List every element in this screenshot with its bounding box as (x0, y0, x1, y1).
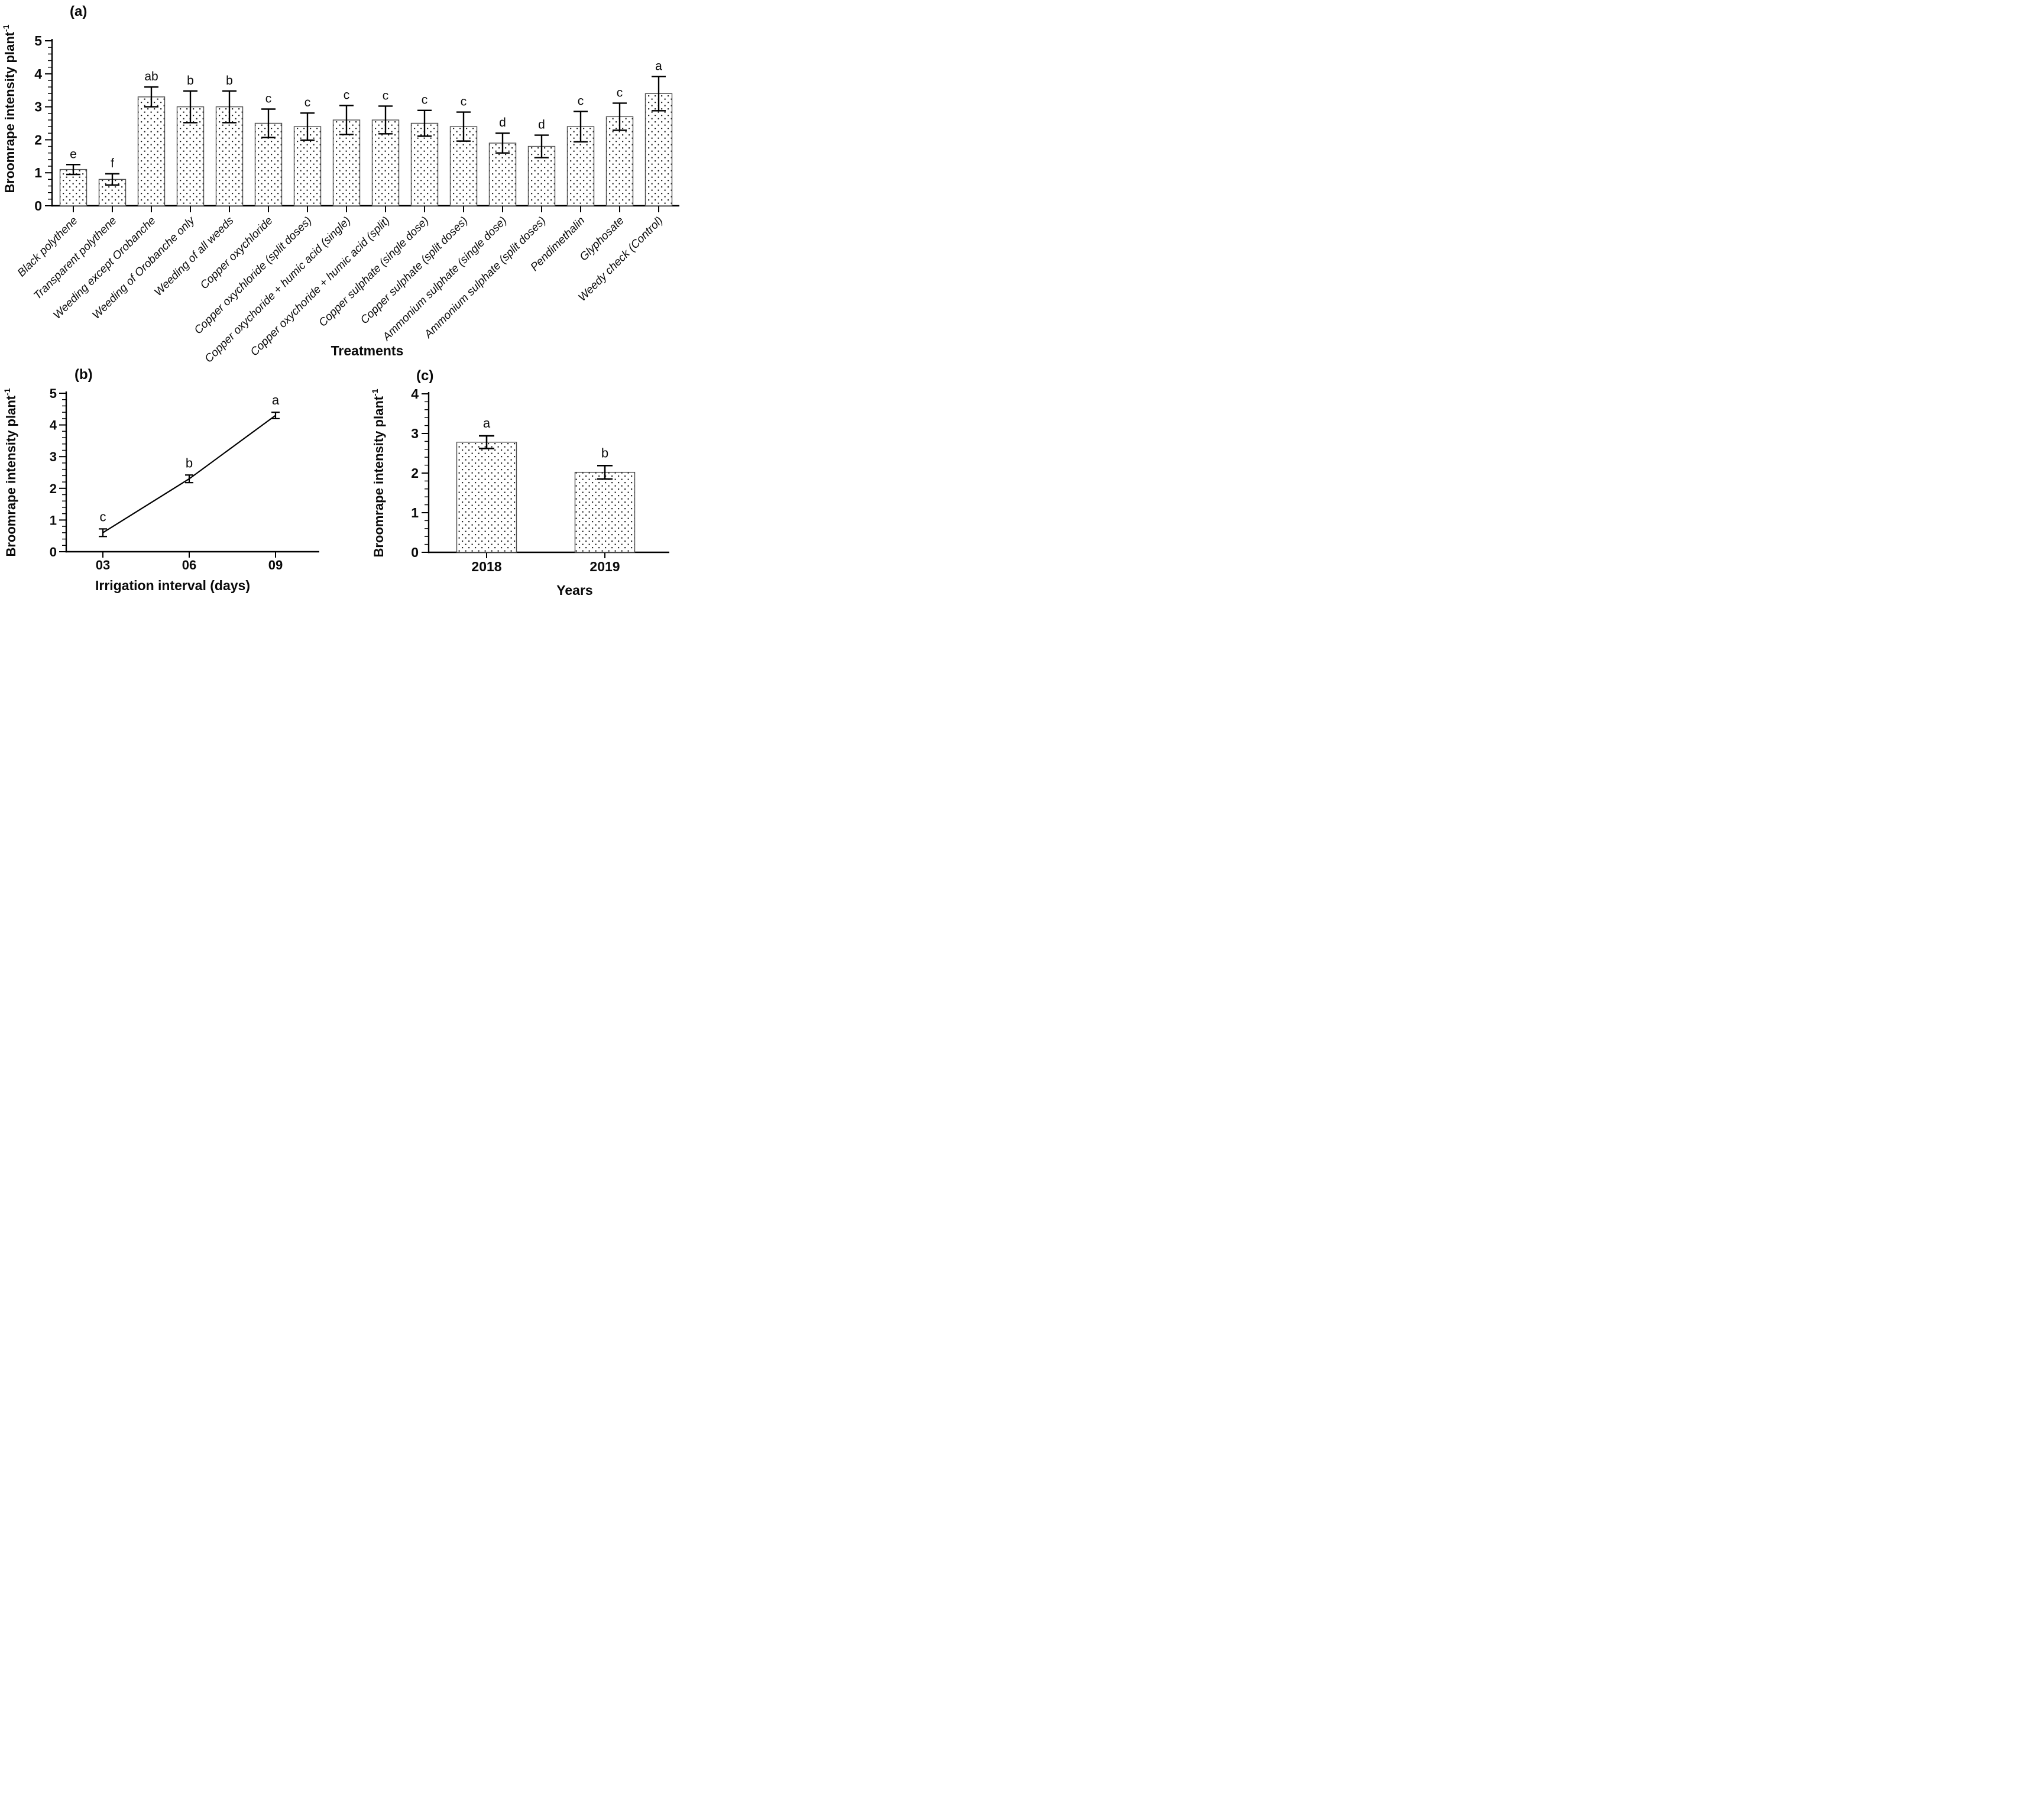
y-axis-title-a: Broomrape intensity plant-1 (1, 24, 17, 193)
category-label: 09 (268, 558, 283, 572)
significance-letter: b (186, 455, 193, 470)
significance-letter: ab (144, 70, 158, 83)
y-tick-label: 1 (34, 165, 42, 180)
y-tick-label: 2 (50, 481, 57, 496)
y-tick-label: 3 (34, 99, 42, 115)
significance-letter: d (499, 116, 506, 130)
significance-letter: c (100, 509, 106, 524)
x-axis-title-a: Treatments (331, 343, 404, 358)
y-tick-label: 1 (50, 513, 57, 527)
significance-letter: f (111, 157, 114, 170)
y-tick-label: 1 (411, 505, 419, 520)
y-axis-title-c-text: Broomrape intensity plant (371, 396, 386, 557)
y-tick-label: 5 (34, 33, 42, 48)
bar-weedy-check-control (644, 93, 673, 206)
panel-b-plot: 0 1 2 3 4 5 c 03 b 06 a 09 (50, 386, 319, 572)
bar-2019 (574, 471, 636, 553)
y-axis-title-a-superscript: -1 (1, 24, 11, 32)
significance-letter: c (305, 96, 311, 109)
category-label: Copper oxychoride + humic acid (split) (248, 215, 393, 359)
category-label: 2018 (471, 559, 501, 574)
y-tick-label: 2 (34, 132, 42, 147)
category-label: 03 (96, 558, 110, 572)
y-tick-label: 0 (50, 545, 57, 559)
significance-letter: d (538, 118, 545, 132)
bar-transparent-polythene (98, 179, 127, 206)
significance-letter: c (461, 95, 467, 109)
significance-letter: e (70, 147, 77, 161)
significance-letter: c (578, 94, 584, 108)
y-axis-title-a-text: Broomrape intensity plant (2, 31, 17, 193)
y-tick-label: 2 (411, 465, 419, 481)
panel-b-line-chart: 0 1 2 3 4 5 c 03 b 06 a 09 (b) Irrigation interval … (2, 367, 319, 593)
significance-letter: c (383, 89, 389, 102)
category-label: 2019 (589, 559, 620, 574)
y-tick-label: 3 (411, 426, 419, 441)
significance-letter: b (601, 445, 608, 460)
bar-weeding-except-orobanche (137, 96, 166, 206)
y-axis-title-c: Broomrape intensity plant-1 (370, 389, 386, 557)
significance-letter: b (187, 74, 194, 88)
category-label: 06 (182, 558, 196, 572)
significance-letter: a (655, 59, 662, 73)
x-axis-title-b: Irrigation interval (days) (95, 578, 250, 593)
bar-2018 (456, 442, 517, 553)
category-label: Copper oxychloride (198, 215, 276, 292)
y-tick-label: 3 (50, 449, 57, 464)
y-tick-label: 0 (34, 198, 42, 213)
panel-label-c: (c) (416, 368, 433, 384)
y-tick-label: 5 (50, 386, 57, 401)
significance-letter: c (422, 93, 428, 107)
bar-copper-sulphate-single-dose (410, 122, 439, 206)
panel-c-plot: 0 1 2 3 4 a 2018 b 2019 (411, 386, 669, 574)
bar-black-polythene (59, 169, 88, 206)
x-axis-title-c: Years (556, 582, 592, 598)
y-tick-label: 0 (411, 545, 419, 560)
panel-c-bar-chart: 0 1 2 3 4 a 2018 b 2019 (c) Years Broomrape inte… (370, 368, 669, 598)
panel-label-a: (a) (70, 4, 87, 20)
significance-letter: c (265, 92, 272, 106)
y-tick-label: 4 (50, 418, 57, 433)
y-tick-label: 4 (34, 66, 42, 82)
y-axis-title-b-superscript: -1 (2, 388, 12, 396)
figure-page: 0 1 2 3 4 5 e Black polythene f Transparent polyt… (0, 0, 681, 601)
bar-glyphosate (605, 116, 634, 206)
significance-letter: b (226, 74, 233, 88)
y-tick-label: 4 (411, 386, 419, 402)
y-axis-title-b: Broomrape intensity plant-1 (2, 388, 18, 556)
y-axis-title-c-superscript: -1 (370, 389, 380, 396)
data-line (102, 415, 276, 533)
significance-letter: c (617, 86, 623, 99)
y-axis-title-b-text: Broomrape intensity plant (4, 395, 18, 556)
significance-letter: c (344, 88, 350, 102)
panel-label-b: (b) (74, 367, 93, 383)
significance-letter: a (272, 393, 280, 407)
significance-letter: a (483, 416, 491, 430)
